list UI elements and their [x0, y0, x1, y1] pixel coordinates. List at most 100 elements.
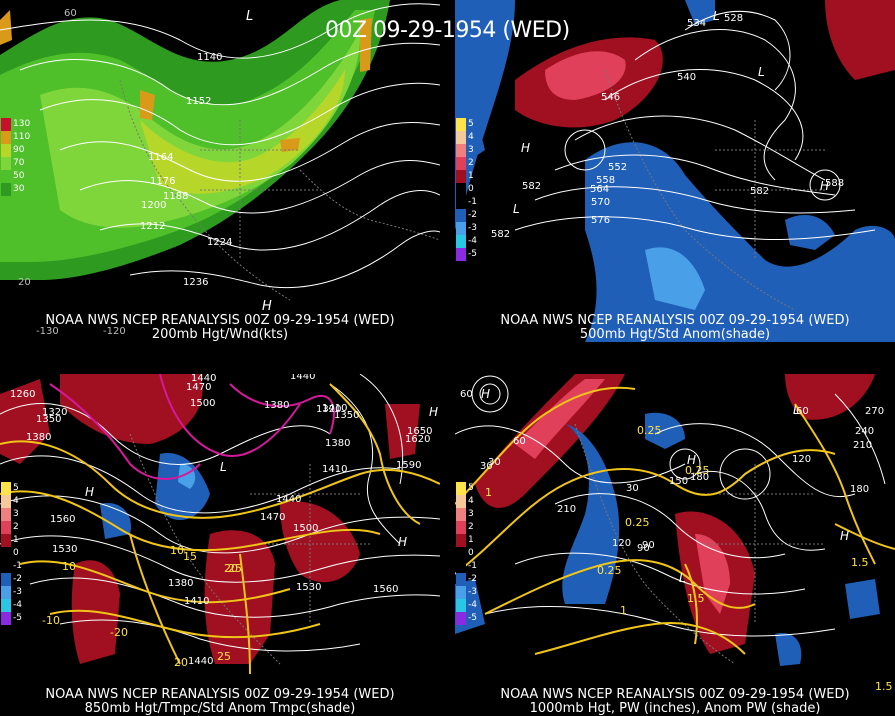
contour-label: 150: [669, 476, 688, 487]
contour-label: 546: [601, 92, 620, 103]
map-200mb: 1140 1152 1164 1176 1188 1200 1212 1224 …: [0, 0, 440, 337]
legend-label: 50: [13, 171, 25, 181]
grid-label: -120: [103, 326, 126, 337]
low-marker: L: [246, 9, 253, 24]
contour-label: 1176: [150, 176, 175, 187]
legend-label: 130: [13, 119, 31, 129]
legend-label: 2: [468, 522, 474, 532]
low-marker: L: [713, 9, 720, 23]
contour-label: 1236: [183, 277, 208, 288]
legend-label: -5: [13, 613, 22, 623]
contour-label: 1188: [163, 191, 188, 202]
legend-label: 5: [468, 119, 474, 129]
contour-label: 1560: [373, 584, 398, 595]
contour-label: 1410: [322, 464, 347, 475]
contour-label: 1260: [10, 389, 35, 400]
pw-label: 1: [620, 604, 627, 617]
contour-label: 30: [488, 457, 501, 468]
contour-label: 576: [591, 215, 610, 226]
pw-label: 1.5: [851, 556, 869, 569]
legend-label: 1: [13, 535, 19, 545]
contour-label: 1590: [396, 460, 421, 471]
high-marker: H: [398, 535, 407, 549]
legend-200mb: 130 110 90 70 50 30: [1, 118, 30, 196]
contour-label: 180: [850, 484, 869, 495]
panel-850mb: 1260 1320 1350 1380 1440 1470 1500 1440 …: [0, 374, 440, 716]
low-marker: L: [793, 403, 800, 417]
legend-label: 1: [468, 535, 474, 545]
legend-label: 3: [468, 509, 474, 519]
temp-label: 10: [170, 544, 184, 557]
contour-label: 564: [590, 184, 609, 195]
contour-label: 60: [460, 389, 473, 400]
pw-label: 0.25: [597, 564, 622, 577]
legend-label: 0: [13, 548, 19, 558]
temp-label: 10: [62, 560, 76, 573]
legend-850mb: 5 4 3 2 1 0 -1 -2 -3 -4 -5: [1, 482, 22, 625]
high-marker: H: [262, 299, 272, 314]
contour-label: 1500: [190, 398, 215, 409]
contour-label: 210: [853, 440, 872, 451]
high-marker: H: [85, 485, 94, 499]
legend-label: -5: [468, 249, 477, 259]
legend-label: 3: [468, 145, 474, 155]
contour-label: 1350: [36, 414, 61, 425]
temp-label: 20: [174, 656, 188, 669]
contour-label: 1530: [52, 544, 77, 555]
high-marker: H: [687, 453, 696, 467]
legend-label: 2: [13, 522, 19, 532]
temp-label: -20: [110, 626, 128, 639]
legend-1000mb: 5 4 3 2 1 0 -1 -2 -3 -4 -5: [456, 482, 477, 625]
contour-label: 1530: [296, 582, 321, 593]
grid-label: -130: [36, 326, 59, 337]
legend-label: 70: [13, 158, 25, 168]
contour-label: 570: [591, 197, 610, 208]
panel-caption-line1: NOAA NWS NCEP REANALYSIS 00Z 09-29-1954 …: [45, 313, 395, 328]
contour-label: 582: [750, 186, 769, 197]
contour-label: 552: [608, 162, 627, 173]
panel-caption-line2: 200mb Hgt/Wnd(kts): [151, 327, 289, 342]
high-marker: H: [481, 387, 490, 401]
high-marker: H: [429, 405, 438, 419]
legend-label: -2: [468, 210, 477, 220]
pw-label: 1.5: [687, 592, 705, 605]
contour-label: 240: [855, 426, 874, 437]
temp-label: 25: [217, 650, 231, 663]
panel-1000mb: 60 30 60 30 90 120 150 180 210 240 270 2…: [455, 374, 895, 716]
contour-label: 1320: [42, 407, 67, 418]
panel-200mb: 1140 1152 1164 1176 1188 1200 1212 1224 …: [0, 0, 440, 342]
legend-label: -3: [468, 587, 477, 597]
pw-label: 0.25: [625, 516, 650, 529]
high-marker: H: [840, 529, 849, 543]
map-850mb: 1260 1320 1350 1380 1440 1470 1500 1440 …: [0, 374, 440, 675]
low-marker: L: [513, 202, 520, 216]
contour-label: 90: [637, 543, 650, 554]
temp-label: -10: [42, 614, 60, 627]
contour-label: 1164: [148, 152, 173, 163]
legend-label: -2: [13, 574, 22, 584]
contour-label: 582: [522, 181, 541, 192]
contour-label: 120: [792, 454, 811, 465]
contour-label: 588: [825, 178, 844, 189]
pw-label: 0.25: [685, 464, 710, 477]
legend-label: 2: [468, 158, 474, 168]
map-1000mb: 60 30 60 30 90 120 150 180 210 240 270 2…: [455, 374, 895, 693]
legend-label: -4: [13, 600, 22, 610]
contour-label: 1440: [191, 374, 216, 384]
contour-label: 528: [724, 13, 743, 24]
legend-label: -1: [468, 197, 477, 207]
panel-caption-line2: 1000mb Hgt, PW (inches), Anom PW (shade): [529, 701, 821, 716]
contour-label: 1440: [290, 374, 315, 382]
low-marker: L: [758, 65, 765, 79]
contour-label: 1560: [50, 514, 75, 525]
legend-label: 4: [13, 496, 19, 506]
pw-label: 0.25: [637, 424, 662, 437]
legend-500mb: 5 4 3 2 1 0 -1 -2 -3 -4 -5: [456, 118, 477, 261]
contour-label: 180: [690, 472, 709, 483]
pw-label: 1: [485, 486, 492, 499]
main-title: 00Z 09-29-1954 (WED): [325, 18, 570, 43]
contour-label: 582: [491, 229, 510, 240]
legend-label: 5: [13, 483, 19, 493]
legend-label: -1: [13, 561, 22, 571]
contour-label: 1440: [188, 656, 213, 667]
